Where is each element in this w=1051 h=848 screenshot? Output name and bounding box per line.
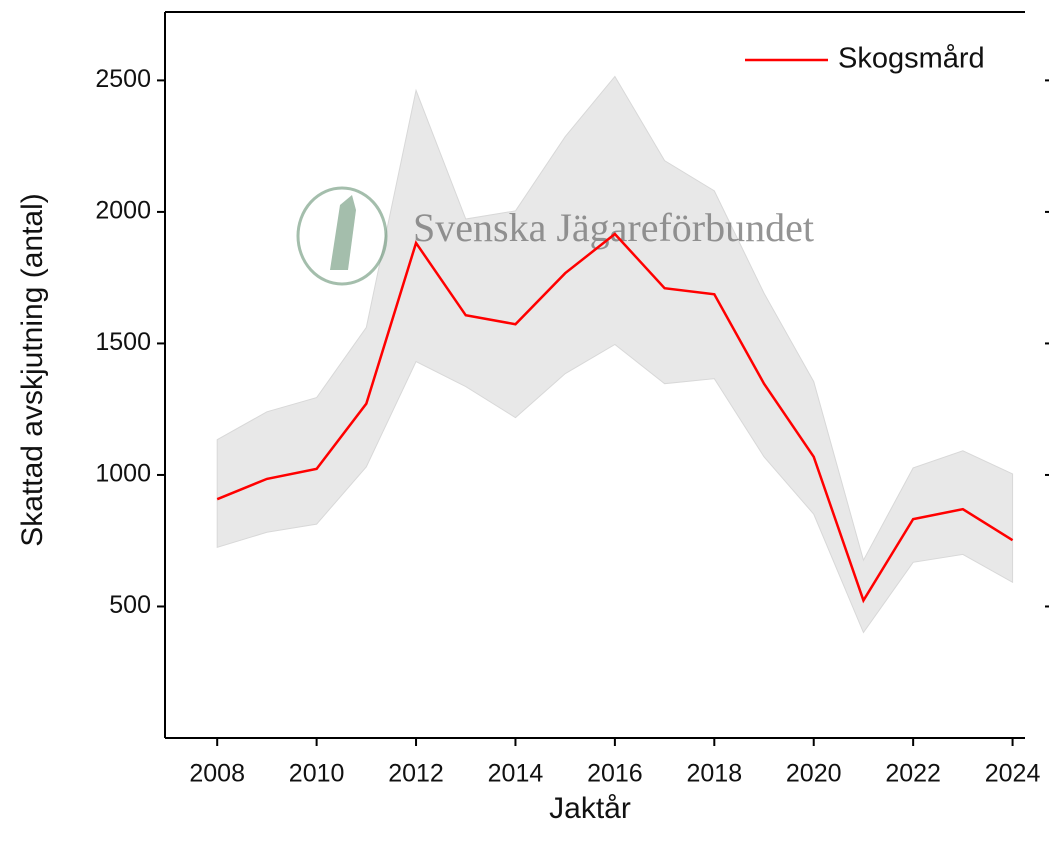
x-tick-label: 2022 (885, 760, 941, 788)
watermark-text: Svenska Jägareförbundet (413, 205, 814, 250)
x-tick-label: 2020 (786, 760, 842, 788)
watermark-logo (296, 186, 388, 286)
x-tick-label: 2010 (289, 760, 345, 788)
y-tick-label: 2000 (95, 197, 151, 225)
logo-bird (330, 195, 356, 270)
x-tick-label: 2008 (189, 760, 245, 788)
y-tick-label: 500 (109, 591, 151, 619)
y-axis-label: Skattad avskjutning (antal) (16, 193, 49, 547)
legend-label: Skogsmård (838, 43, 985, 75)
x-tick-label: 2018 (686, 760, 742, 788)
y-tick-label: 1000 (95, 460, 151, 488)
confidence-band (216, 75, 1014, 634)
x-tick-label: 2024 (985, 760, 1041, 788)
y-tick-label: 2500 (95, 65, 151, 93)
logo-ring (296, 186, 388, 286)
y-tick-label: 1500 (95, 328, 151, 356)
x-axis-label: Jaktår (549, 792, 631, 825)
x-tick-label: 2012 (388, 760, 444, 788)
x-tick-label: 2014 (488, 760, 544, 788)
x-tick-label: 2016 (587, 760, 643, 788)
line (216, 232, 1014, 604)
